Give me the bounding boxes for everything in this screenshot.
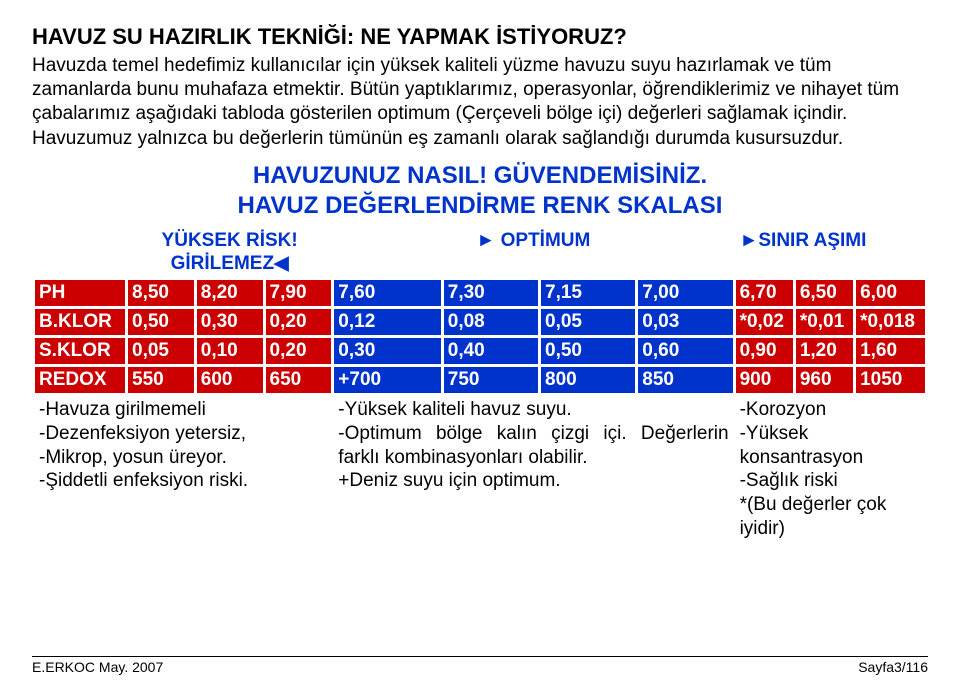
headline-2: HAVUZ DEĞERLENDİRME RENK SKALASI <box>32 191 928 221</box>
cell: 7,90 <box>266 280 332 306</box>
row-label: PH <box>35 280 125 306</box>
note-line: -Yüksek konsantrasyon <box>740 422 921 470</box>
note-line: -Yüksek kaliteli havuz suyu. <box>338 398 728 422</box>
note-line: -Mikrop, yosun üreyor. <box>39 446 327 470</box>
cell: 960 <box>796 367 853 393</box>
cell: 0,30 <box>197 309 263 335</box>
table-row: S.KLOR 0,05 0,10 0,20 0,30 0,40 0,50 0,6… <box>35 338 925 364</box>
row-label: B.KLOR <box>35 309 125 335</box>
cell: 0,20 <box>266 309 332 335</box>
cell: 0,10 <box>197 338 263 364</box>
cell: 0,03 <box>638 309 732 335</box>
footer-left: E.ERKOC May. 2007 <box>32 659 163 675</box>
note-line: -Dezenfeksiyon yetersiz, <box>39 422 327 446</box>
intro-paragraph-1: Havuzda temel hedefimiz kullanıcılar içi… <box>32 54 928 125</box>
cell: 600 <box>197 367 263 393</box>
cell: 0,05 <box>128 338 194 364</box>
notes-optimum: -Yüksek kaliteli havuz suyu. -Optimum bö… <box>334 396 732 543</box>
cell: 8,20 <box>197 280 263 306</box>
cell: 0,50 <box>128 309 194 335</box>
cell: 7,60 <box>334 280 440 306</box>
cell: 1,20 <box>796 338 853 364</box>
note-line: -Sağlık riski <box>740 469 921 493</box>
cell: 7,15 <box>541 280 635 306</box>
cell: 0,30 <box>334 338 440 364</box>
cell: *0,02 <box>736 309 793 335</box>
cell: 750 <box>444 367 538 393</box>
cell: 550 <box>128 367 194 393</box>
cell: 850 <box>638 367 732 393</box>
zone-header-row: YÜKSEK RİSK! GİRİLEMEZ◀ ► OPTİMUM ►SINIR… <box>35 228 925 277</box>
zone-over-header: ►SINIR AŞIMI <box>736 228 925 277</box>
cell: 1,60 <box>856 338 925 364</box>
intro-paragraph-2: Havuzumuz yalnızca bu değerlerin tümünün… <box>32 127 928 151</box>
cell: 1050 <box>856 367 925 393</box>
note-line: +Deniz suyu için optimum. <box>338 469 728 493</box>
cell: 0,08 <box>444 309 538 335</box>
notes-over: -Korozyon -Yüksek konsantrasyon -Sağlık … <box>736 396 925 543</box>
cell: *0,018 <box>856 309 925 335</box>
zone-optimum-header: ► OPTİMUM <box>334 228 732 277</box>
cell: *0,01 <box>796 309 853 335</box>
headline-1: HAVUZUNUZ NASIL! GÜVENDEMİSİNİZ. <box>32 161 928 191</box>
cell: +700 <box>334 367 440 393</box>
cell: 900 <box>736 367 793 393</box>
row-label: REDOX <box>35 367 125 393</box>
cell: 0,50 <box>541 338 635 364</box>
row-label: S.KLOR <box>35 338 125 364</box>
cell: 7,00 <box>638 280 732 306</box>
color-scale-table: YÜKSEK RİSK! GİRİLEMEZ◀ ► OPTİMUM ►SINIR… <box>32 225 928 546</box>
cell: 0,60 <box>638 338 732 364</box>
cell: 800 <box>541 367 635 393</box>
table-row: B.KLOR 0,50 0,30 0,20 0,12 0,08 0,05 0,0… <box>35 309 925 335</box>
note-line: -Korozyon <box>740 398 921 422</box>
notes-row: -Havuza girilmemeli -Dezenfeksiyon yeter… <box>35 396 925 543</box>
zone-risk-header: YÜKSEK RİSK! GİRİLEMEZ◀ <box>128 228 331 277</box>
note-line: *(Bu değerler çok iyidir) <box>740 493 921 541</box>
cell: 650 <box>266 367 332 393</box>
cell: 0,05 <box>541 309 635 335</box>
cell: 7,30 <box>444 280 538 306</box>
note-line: -Şiddetli enfeksiyon riski. <box>39 469 327 493</box>
note-line: -Optimum bölge kalın çizgi içi. Değerler… <box>338 422 728 470</box>
cell: 6,70 <box>736 280 793 306</box>
cell: 6,00 <box>856 280 925 306</box>
cell: 8,50 <box>128 280 194 306</box>
cell: 0,20 <box>266 338 332 364</box>
notes-risk: -Havuza girilmemeli -Dezenfeksiyon yeter… <box>35 396 331 543</box>
table-row: PH 8,50 8,20 7,90 7,60 7,30 7,15 7,00 6,… <box>35 280 925 306</box>
cell: 6,50 <box>796 280 853 306</box>
cell: 0,12 <box>334 309 440 335</box>
page-title: HAVUZ SU HAZIRLIK TEKNİĞİ: NE YAPMAK İST… <box>32 24 928 50</box>
table-row: REDOX 550 600 650 +700 750 800 850 900 9… <box>35 367 925 393</box>
cell: 0,40 <box>444 338 538 364</box>
footer-right: Sayfa3/116 <box>858 659 928 675</box>
cell: 0,90 <box>736 338 793 364</box>
note-line: -Havuza girilmemeli <box>39 398 327 422</box>
